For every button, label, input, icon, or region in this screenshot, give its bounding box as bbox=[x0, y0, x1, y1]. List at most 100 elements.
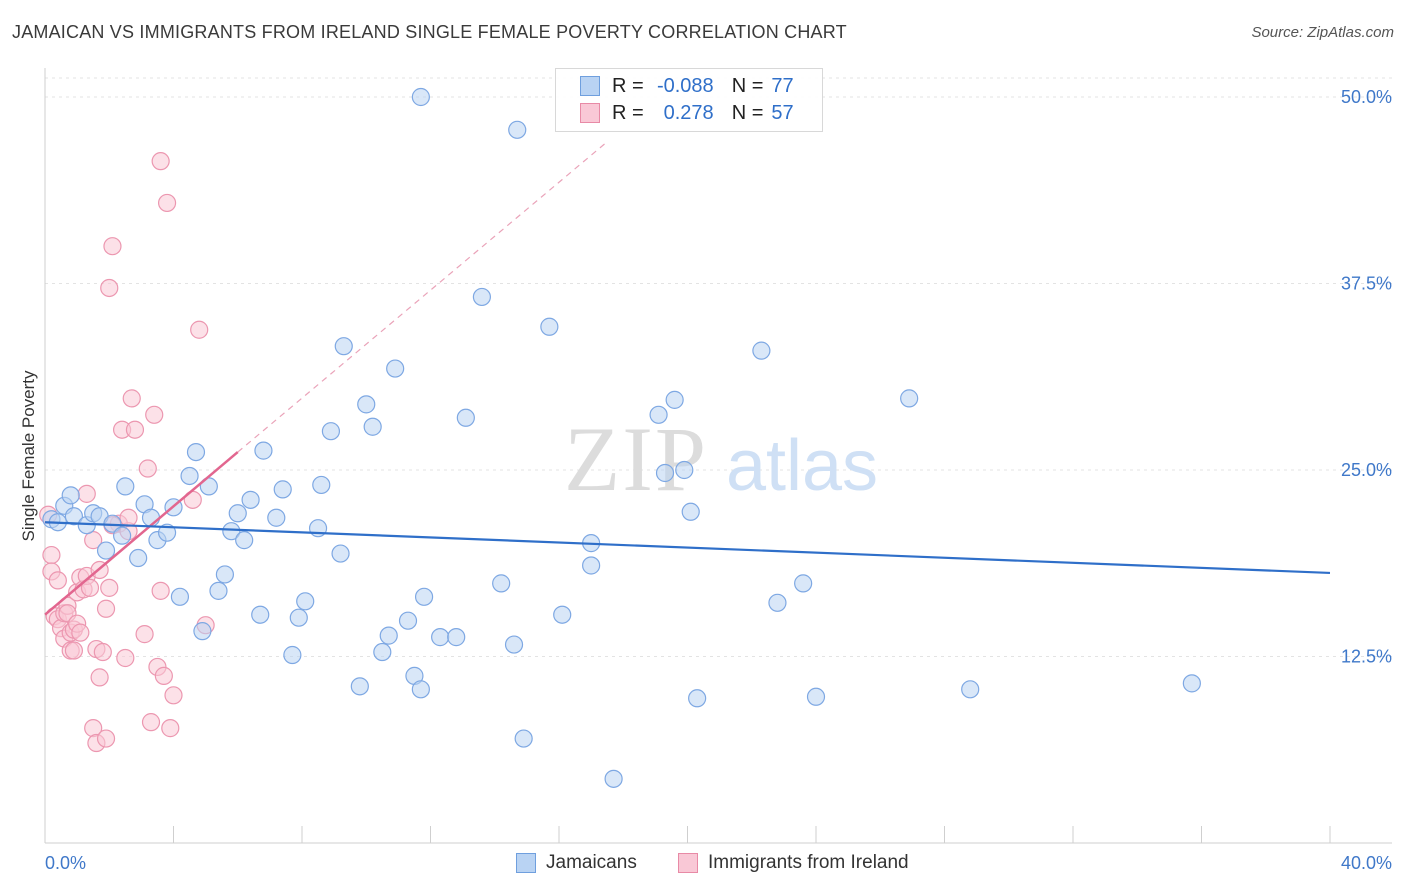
jamaican-point bbox=[289, 608, 308, 627]
ireland-point bbox=[93, 642, 112, 662]
jamaican-point bbox=[215, 565, 234, 584]
jamaican-point bbox=[373, 642, 392, 662]
jamaican-point bbox=[900, 389, 919, 408]
ireland-point bbox=[138, 459, 157, 478]
jamaican-point bbox=[492, 574, 511, 593]
legend-swatch-pink bbox=[580, 103, 600, 123]
ireland-point bbox=[42, 545, 61, 565]
jamaican-point bbox=[655, 463, 675, 483]
chart-title: JAMAICAN VS IMMIGRANTS FROM IRELAND SING… bbox=[12, 22, 847, 42]
jamaican-point bbox=[193, 622, 212, 641]
legend-r-label: R = bbox=[612, 74, 644, 97]
jamaican-point bbox=[129, 548, 148, 568]
jamaican-point bbox=[411, 87, 430, 107]
jamaican-point bbox=[398, 611, 418, 630]
x-tick-label: 40.0% bbox=[1341, 853, 1392, 873]
jamaican-point bbox=[251, 605, 270, 624]
ireland-point bbox=[64, 641, 84, 660]
legend-r-value: -0.088 bbox=[656, 74, 714, 97]
gridlines bbox=[45, 77, 1392, 657]
jamaican-point bbox=[222, 522, 241, 541]
jamaican-point bbox=[235, 531, 254, 550]
jamaican-point bbox=[553, 605, 572, 624]
jamaican-point bbox=[508, 120, 527, 139]
watermark-atlas: atlas bbox=[726, 426, 878, 506]
jamaican-point bbox=[331, 544, 350, 563]
series-legend-ireland[interactable]: Immigrants from Ireland bbox=[678, 852, 909, 874]
jamaican-point bbox=[321, 422, 341, 441]
jamaican-point bbox=[61, 486, 80, 505]
y-axis-label: Single Female Poverty bbox=[19, 370, 38, 542]
y-tick-label: 50.0% bbox=[1341, 87, 1392, 107]
trend-lines bbox=[44, 141, 1331, 616]
ireland-point bbox=[164, 686, 183, 705]
legend-row-jamaicans: R = -0.088 N = 77 bbox=[580, 75, 799, 97]
jamaican-point bbox=[157, 523, 177, 542]
ireland-trend-line bbox=[44, 451, 239, 616]
legend-r-value: 0.278 bbox=[663, 101, 714, 124]
ireland-point bbox=[145, 405, 164, 424]
jamaican-point bbox=[414, 587, 434, 606]
ireland-point bbox=[116, 648, 135, 668]
series-legend-jamaicans[interactable]: Jamaicans bbox=[516, 852, 637, 874]
ireland-point bbox=[71, 623, 90, 642]
ireland-point bbox=[96, 729, 116, 748]
x-tick-label: 0.0% bbox=[45, 853, 86, 873]
ireland-point bbox=[48, 571, 67, 590]
jamaican-point bbox=[116, 477, 135, 496]
jamaican-point bbox=[386, 359, 405, 378]
series-swatch-pink bbox=[678, 853, 698, 873]
ireland-point bbox=[125, 420, 145, 439]
jamaican-point bbox=[296, 592, 315, 611]
jamaican-point bbox=[681, 502, 700, 521]
ireland-point bbox=[100, 578, 119, 597]
jamaican-point bbox=[363, 417, 382, 436]
jamaican-point bbox=[267, 508, 286, 527]
jamaican-point bbox=[961, 680, 980, 699]
legend-n-value: 57 bbox=[771, 101, 794, 124]
jamaican-point bbox=[254, 441, 273, 460]
source-label: Source: ZipAtlas.com bbox=[1251, 24, 1394, 41]
jamaican-point bbox=[186, 442, 206, 462]
ireland-point bbox=[122, 389, 141, 408]
jamaican-point bbox=[283, 645, 302, 665]
jamaican-point bbox=[64, 507, 84, 526]
jamaican-point bbox=[806, 687, 826, 706]
jamaican-point bbox=[456, 408, 475, 427]
axes bbox=[44, 68, 1392, 844]
jamaican-point bbox=[312, 475, 331, 495]
jamaican-point bbox=[665, 390, 684, 409]
jamaicans-trend-line bbox=[44, 521, 1331, 575]
tick-labels: 12.5% 25.0% 37.5% 50.0% 0.0% 40.0% bbox=[45, 87, 1392, 873]
series-swatch-blue bbox=[516, 853, 536, 873]
jamaican-point bbox=[112, 526, 132, 545]
ireland-point bbox=[135, 625, 154, 644]
jamaican-point bbox=[334, 337, 353, 356]
jamaican-point bbox=[228, 504, 247, 523]
jamaican-point bbox=[604, 769, 623, 788]
ireland-point bbox=[100, 278, 119, 298]
y-tick-label: 37.5% bbox=[1341, 274, 1392, 294]
ireland-trend-extension bbox=[237, 141, 608, 453]
jamaican-point bbox=[794, 574, 813, 593]
ireland-point bbox=[151, 152, 170, 171]
series-legend: Jamaicans Immigrants from Ireland bbox=[0, 852, 1406, 876]
jamaican-point bbox=[540, 317, 559, 336]
correlation-legend: R = -0.088 N = 77 R = 0.278 N = 57 bbox=[555, 68, 823, 132]
legend-row-ireland: R = 0.278 N = 57 bbox=[580, 102, 799, 124]
legend-n-label: N = bbox=[731, 74, 764, 97]
legend-n-value: 77 bbox=[771, 74, 794, 97]
jamaican-point bbox=[1182, 674, 1201, 693]
legend-swatch-blue bbox=[580, 76, 600, 96]
jamaican-point bbox=[649, 405, 668, 424]
jamaican-point bbox=[582, 556, 601, 575]
ireland-point bbox=[96, 599, 116, 618]
ireland-point bbox=[80, 578, 100, 597]
series-jamaicans-points bbox=[42, 87, 1201, 788]
ireland-point bbox=[154, 666, 173, 685]
watermark-zip: ZIP bbox=[564, 408, 708, 510]
ireland-point bbox=[90, 668, 109, 687]
jamaican-point bbox=[96, 541, 116, 560]
jamaican-point bbox=[180, 466, 199, 486]
